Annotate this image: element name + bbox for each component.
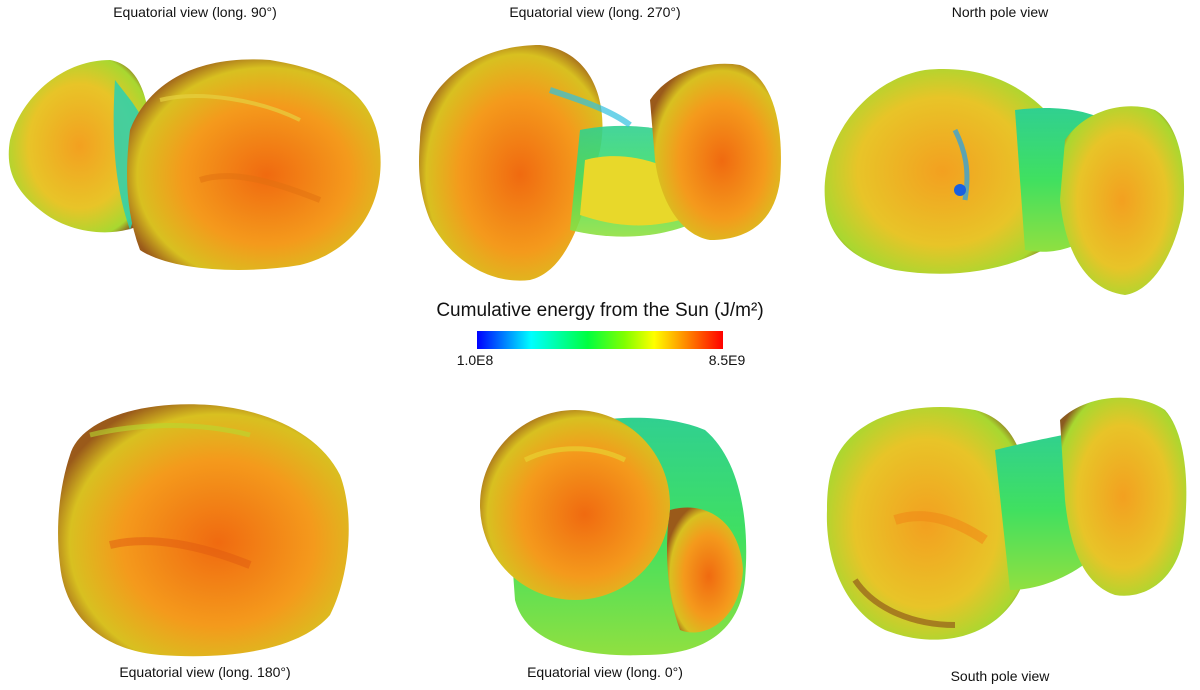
colorbar-max-label: 8.5E9 [708, 352, 746, 368]
panel-label-long-90: Equatorial view (long. 90°) [113, 4, 277, 20]
comet-view-long-270 [419, 45, 781, 281]
comet-view-long-0 [480, 410, 747, 656]
colorbar-title: Cumulative energy from the Sun (J/m²) [436, 300, 764, 321]
comet-view-long-180 [58, 404, 349, 657]
colorbar-min-label: 1.0E8 [456, 352, 494, 368]
comet-view-north-pole [824, 69, 1185, 295]
comet-view-south-pole [826, 397, 1187, 640]
panel-label-north-pole: North pole view [951, 4, 1049, 20]
colorbar [477, 331, 723, 349]
comet-view-long-90 [8, 59, 381, 271]
panel-label-long-0: Equatorial view (long. 0°) [527, 664, 683, 680]
panel-label-long-180: Equatorial view (long. 180°) [119, 664, 291, 680]
panel-label-south-pole: South pole view [950, 668, 1050, 684]
panel-label-long-270: Equatorial view (long. 270°) [509, 4, 681, 20]
